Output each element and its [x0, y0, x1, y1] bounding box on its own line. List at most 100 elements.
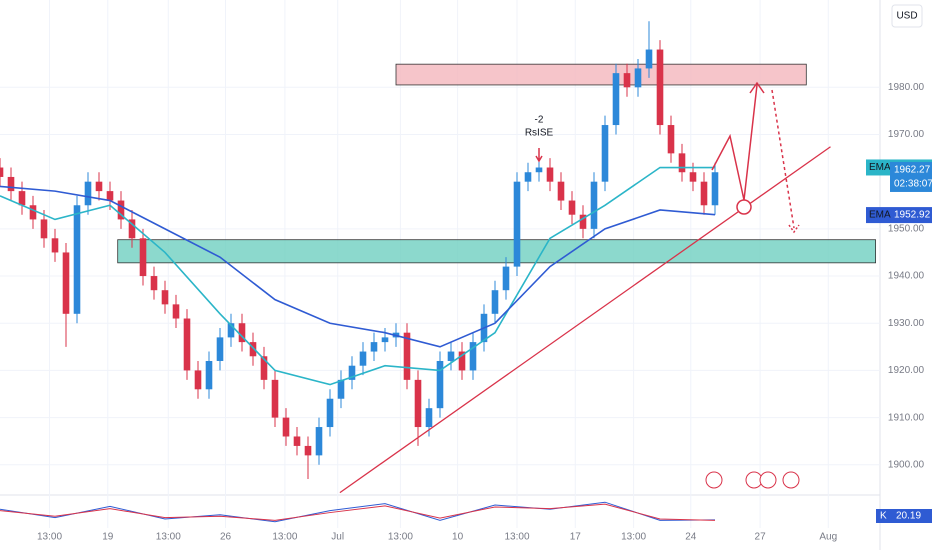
candle-body — [40, 219, 48, 239]
currency-box[interactable] — [891, 4, 923, 28]
y-tick-label: 1930.00 — [888, 318, 925, 329]
candle-body — [656, 49, 664, 126]
event-icons[interactable] — [705, 471, 800, 489]
candle-body — [689, 172, 697, 182]
candle-body — [238, 323, 246, 343]
y-tick-label: 1910.00 — [888, 412, 925, 423]
ema-line — [0, 166, 715, 386]
candle-body — [304, 445, 312, 456]
candle-body — [590, 181, 598, 229]
x-tick-label: 13:00 — [156, 532, 181, 543]
y-tick-label: 1900.00 — [888, 459, 925, 470]
annotation: RsISE — [525, 128, 554, 139]
candle-body — [139, 238, 147, 277]
price-label-name: EMA — [869, 162, 891, 173]
x-tick-label: 19 — [102, 532, 114, 543]
projection — [711, 81, 800, 234]
candle-body — [7, 176, 15, 192]
candle-body — [469, 342, 477, 371]
countdown: 02:38:07 — [894, 179, 932, 190]
candle-body — [414, 379, 422, 428]
x-tick-label: 26 — [220, 532, 232, 543]
candle-body — [568, 200, 576, 215]
candle-body — [348, 365, 356, 380]
candle-body — [95, 181, 103, 192]
x-tick-label: 24 — [685, 532, 697, 543]
candle-body — [227, 323, 235, 338]
x-tick-label: 13:00 — [388, 532, 413, 543]
x-tick-label: Aug — [819, 532, 837, 543]
candle-body — [458, 351, 466, 371]
candle-body — [502, 266, 510, 291]
candle-body — [326, 398, 334, 428]
candle-body — [216, 337, 224, 361]
candle-body — [260, 356, 268, 380]
candle-body — [194, 370, 202, 390]
price-label: 1962.27 — [894, 165, 931, 176]
candle-body — [172, 304, 180, 319]
x-tick-label: Jul — [331, 532, 344, 543]
oscillator-name: K — [880, 511, 887, 522]
price-label: 1952.92 — [894, 210, 931, 221]
price-label-bg — [866, 207, 932, 224]
y-tick-label: 1980.00 — [888, 82, 925, 93]
candle-body — [29, 205, 37, 220]
oscillator-label-bg — [876, 509, 932, 523]
candle-body — [601, 125, 609, 182]
candle-body — [447, 351, 455, 361]
candle-body — [535, 167, 543, 173]
candle-body — [700, 181, 708, 206]
x-tick-label: 17 — [570, 532, 582, 543]
candle-body — [249, 342, 257, 357]
candle-body — [315, 427, 323, 456]
candle-body — [678, 153, 686, 173]
x-tick-label: 13:00 — [621, 532, 646, 543]
currency: USD — [896, 11, 917, 22]
y-tick-label: 1920.00 — [888, 365, 925, 376]
candle-body — [711, 172, 719, 206]
x-tick-label: 10 — [452, 532, 464, 543]
candle-body — [381, 337, 389, 343]
candle-body — [491, 290, 499, 314]
y-tick-label: 1950.00 — [888, 224, 925, 235]
candle-body — [161, 290, 169, 305]
annotation-arrow — [535, 148, 543, 163]
annotation: -2 — [535, 115, 544, 126]
candle-body — [557, 181, 565, 201]
candle-body — [546, 167, 554, 182]
candle-body — [667, 125, 675, 154]
price-label-name: EMA — [869, 210, 891, 221]
x-tick-label: 13:00 — [272, 532, 297, 543]
candle-body — [579, 214, 587, 229]
oscillator-line — [0, 501, 716, 523]
candle-body — [128, 219, 136, 239]
candle-body — [183, 318, 191, 371]
candle-body — [84, 181, 92, 206]
price-label-bg — [890, 161, 932, 192]
zone — [117, 239, 877, 264]
candle-body — [205, 360, 213, 390]
candle-body — [62, 252, 70, 314]
candle-body — [337, 379, 345, 399]
candle-body — [282, 417, 290, 437]
zone — [395, 63, 807, 86]
oscillator-line — [0, 503, 716, 521]
candle-body — [18, 191, 26, 206]
y-tick-label: 1970.00 — [888, 129, 925, 140]
candle-body — [403, 332, 411, 380]
candle-body — [612, 73, 620, 126]
candle-body — [293, 436, 301, 446]
candle-body — [370, 342, 378, 352]
candle-body — [0, 167, 4, 177]
candle-body — [645, 49, 653, 69]
y-tick-label: 1940.00 — [888, 271, 925, 282]
candle-body — [425, 408, 433, 428]
candle-body — [634, 68, 642, 88]
oscillator-value: 20.19 — [896, 511, 921, 522]
candle-body — [524, 172, 532, 182]
candle-body — [106, 191, 114, 201]
candle-body — [117, 200, 125, 220]
x-tick-label: 27 — [755, 532, 767, 543]
